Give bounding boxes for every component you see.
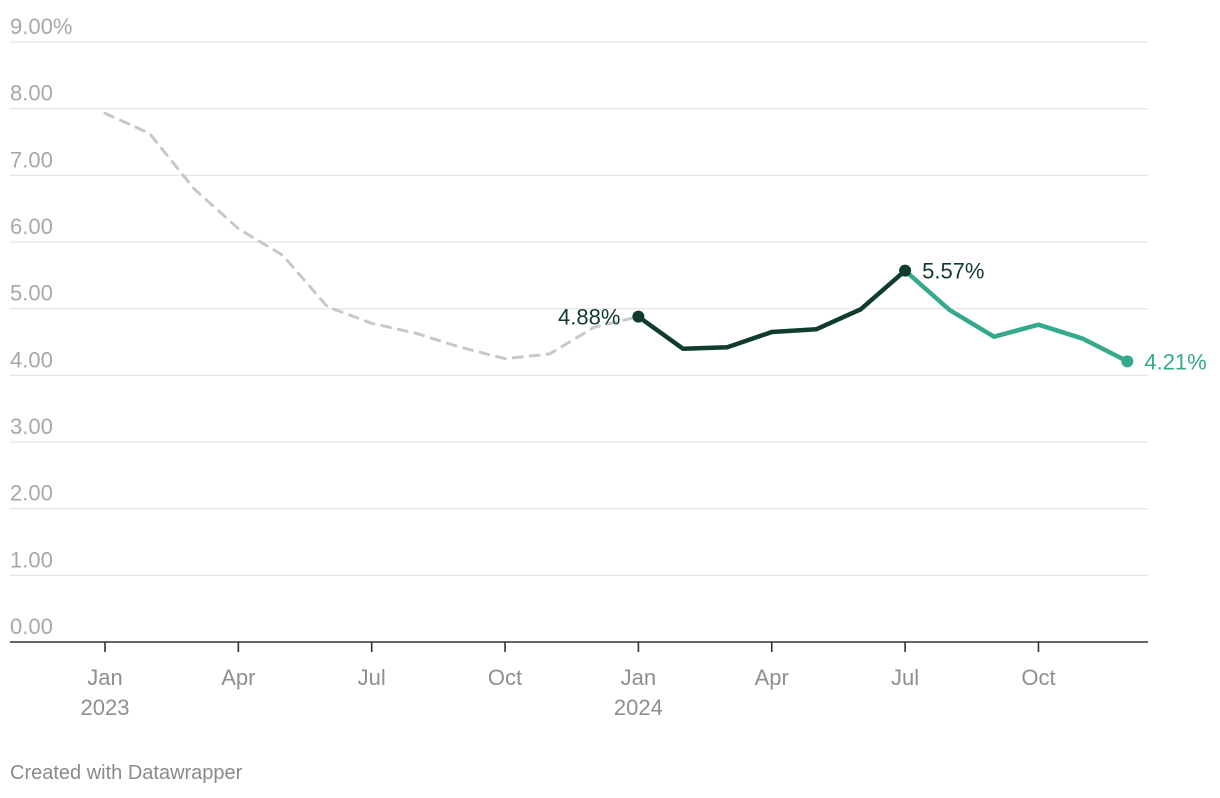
y-tick-label: 2.00 bbox=[10, 481, 53, 506]
x-tick-month-label: Oct bbox=[1021, 665, 1055, 690]
credit-text: Created with Datawrapper bbox=[10, 762, 243, 784]
x-tick-month-label: Oct bbox=[488, 665, 522, 690]
x-tick-month-label: Jul bbox=[891, 665, 919, 690]
y-tick-label: 0.00 bbox=[10, 614, 53, 639]
y-tick-label: 5.00 bbox=[10, 281, 53, 306]
x-tick-month-label: Jul bbox=[358, 665, 386, 690]
x-tick-month-label: Jan bbox=[621, 665, 656, 690]
annotation-marker bbox=[899, 264, 912, 277]
series-line-2 bbox=[902, 268, 1130, 364]
x-tick-month-label: Apr bbox=[755, 665, 789, 690]
annotation-marker bbox=[632, 310, 645, 323]
y-tick-label: 9.00% bbox=[10, 14, 72, 39]
gridlines bbox=[10, 41, 1148, 576]
y-tick-label: 6.00 bbox=[10, 214, 53, 239]
y-axis-labels: 9.00% 8.00 7.00 6.00 5.00 4.00 3.00 2.00 1.00 0.0… bbox=[10, 14, 72, 639]
annotation-label: 4.88% bbox=[558, 305, 620, 330]
y-tick-label: 8.00 bbox=[10, 81, 53, 106]
x-tick-month-label: Jan bbox=[87, 665, 122, 690]
x-tick-year-label: 2023 bbox=[81, 695, 130, 720]
y-tick-label: 4.00 bbox=[10, 347, 53, 372]
y-tick-label: 1.00 bbox=[10, 547, 53, 572]
annotations: 4.88% 5.57% 4.21% bbox=[558, 259, 1207, 375]
y-tick-label: 7.00 bbox=[10, 147, 53, 172]
x-axis bbox=[10, 641, 1148, 652]
x-tick-year-label: 2024 bbox=[614, 695, 663, 720]
series-line-1 bbox=[636, 268, 908, 351]
y-tick-label: 3.00 bbox=[10, 414, 53, 439]
x-tick-month-label: Apr bbox=[221, 665, 255, 690]
x-axis-labels: Jan 2023 Apr Jul Oct Jan 2024 Apr Jul Oct bbox=[81, 665, 1056, 720]
series-lines bbox=[103, 111, 1130, 364]
series-line-0 bbox=[103, 111, 640, 361]
annotation-marker bbox=[1121, 355, 1134, 368]
annotation-label: 4.21% bbox=[1144, 349, 1206, 374]
annotation-label: 5.57% bbox=[922, 259, 984, 284]
